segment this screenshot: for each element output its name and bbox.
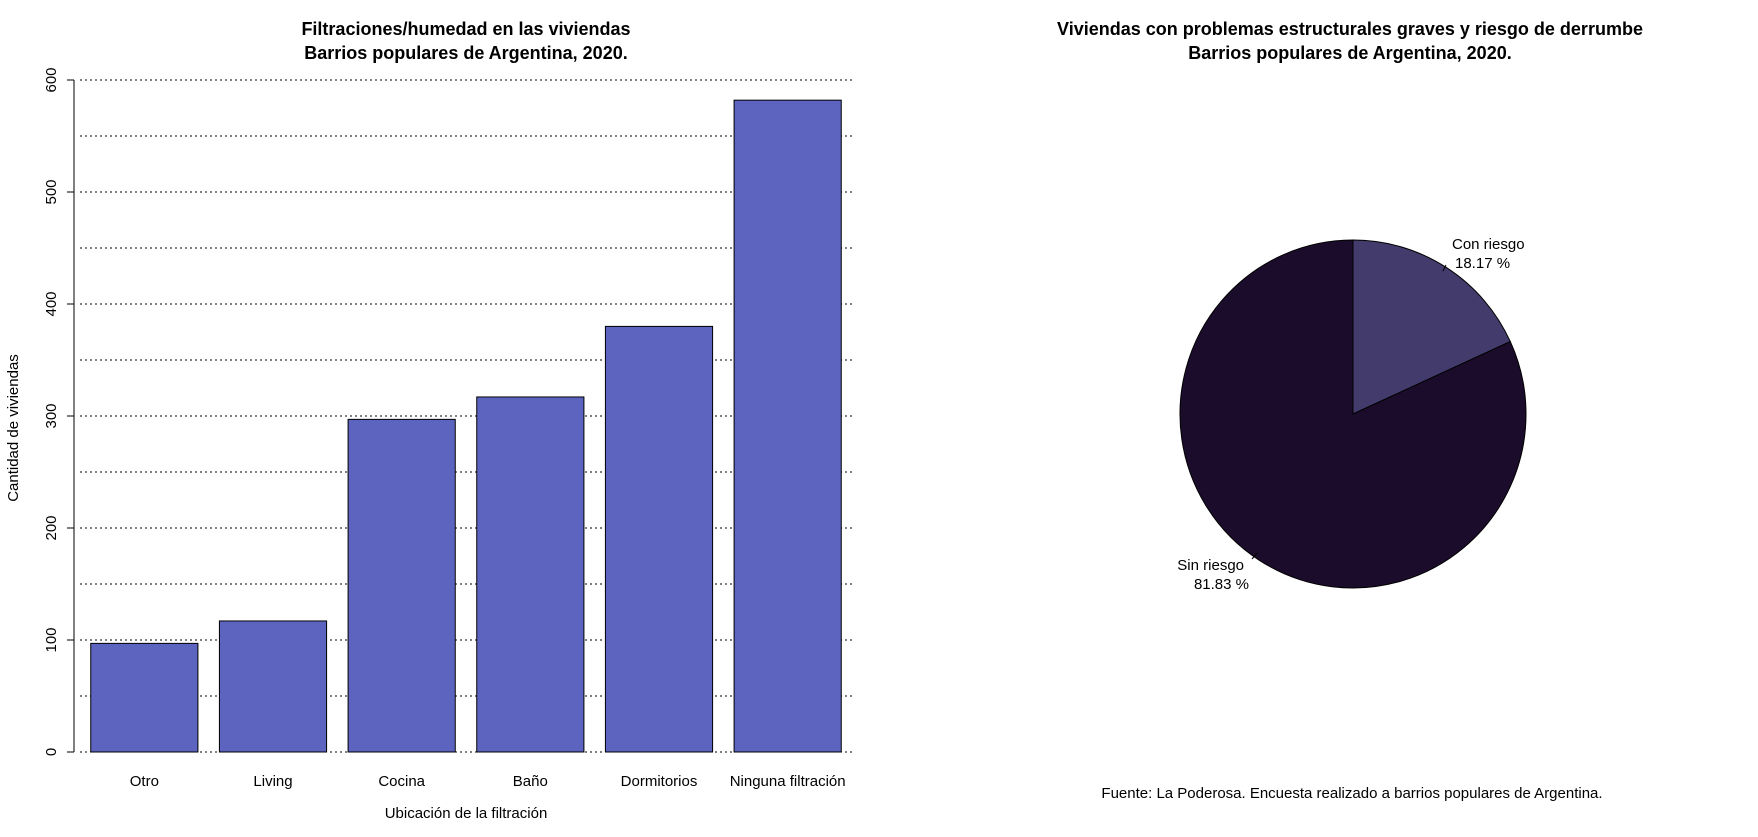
x-axis-title: Ubicación de la filtración (385, 805, 548, 822)
y-tick-label-5: 500 (43, 179, 60, 204)
x-tick-label-2: Cocina (378, 773, 425, 790)
y-tick-label-1: 100 (43, 627, 60, 652)
x-tick-label-1: Living (253, 773, 292, 790)
bar-series (90, 99, 842, 753)
pie-slices (1179, 239, 1527, 589)
pie-percent-con-riesgo: 18.17 % (1455, 255, 1510, 272)
x-tick-label-3: Baño (513, 773, 548, 790)
y-axis: 0 100 200 300 400 500 600 (43, 67, 75, 756)
bar-chart-title-line-1: Filtraciones/humedad en las viviendas (301, 19, 630, 39)
pie-label-sin-riesgo: Sin riesgo (1177, 557, 1244, 574)
bar-chart: Filtraciones/humedad en las viviendas Ba… (5, 19, 852, 822)
y-tick-label-4: 400 (43, 291, 60, 316)
bar-4 (604, 325, 714, 753)
pie-leader-sin-riesgo (1251, 552, 1258, 560)
y-tick-label-2: 200 (43, 515, 60, 540)
x-axis-labels: Otro Living Cocina Baño Dormitorios Ninguna f… (130, 773, 846, 790)
source-caption: Fuente: La Poderosa. Encuesta realizado … (1101, 785, 1602, 802)
y-tick-label-6: 600 (43, 67, 60, 92)
bar-chart-title-line-2: Barrios populares de Argentina, 2020. (304, 43, 627, 63)
pie-chart-title-line-2: Barrios populares de Argentina, 2020. (1188, 43, 1511, 63)
pie-chart: Viviendas con problemas estructurales gr… (1057, 19, 1643, 802)
pie-percent-sin-riesgo: 81.83 % (1194, 576, 1249, 593)
bar-1 (218, 620, 328, 753)
x-tick-label-4: Dormitorios (621, 773, 698, 790)
bar-5 (733, 99, 842, 753)
pie-slice-1 (1179, 239, 1527, 589)
bar-3 (476, 396, 585, 753)
pie-leader-con-riesgo (1442, 264, 1447, 272)
bar-2 (347, 418, 456, 753)
x-tick-label-5: Ninguna filtración (730, 773, 846, 790)
bar-0 (90, 642, 199, 753)
pie-labels: Con riesgo 18.17 % Sin riesgo 81.83 % (1177, 236, 1524, 593)
y-axis-title: Cantidad de viviendas (5, 354, 22, 502)
y-tick-label-0: 0 (43, 748, 60, 756)
y-tick-label-3: 300 (43, 403, 60, 428)
pie-slice-0 (1352, 239, 1511, 415)
pie-chart-title-line-1: Viviendas con problemas estructurales gr… (1057, 19, 1643, 39)
x-tick-label-0: Otro (130, 773, 159, 790)
bar-gridlines (80, 79, 852, 753)
pie-label-con-riesgo: Con riesgo (1452, 236, 1525, 253)
